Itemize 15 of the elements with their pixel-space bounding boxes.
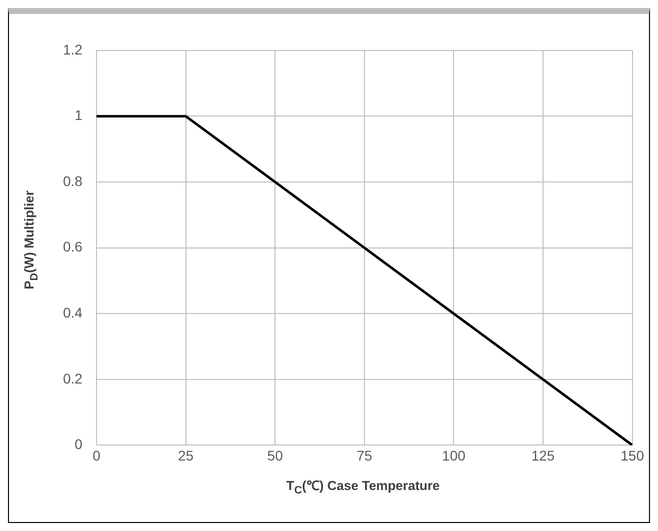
y-tick-label: 0 bbox=[74, 436, 83, 452]
y-tick-label: 0.2 bbox=[62, 370, 83, 386]
y-tick-label: 1.2 bbox=[62, 41, 83, 58]
y-tick-label: 0.8 bbox=[62, 172, 83, 189]
x-tick-label: 0 bbox=[92, 447, 101, 464]
x-tick-label: 100 bbox=[442, 447, 466, 464]
x-tick-label: 150 bbox=[620, 447, 644, 464]
x-tick-label: 50 bbox=[267, 447, 284, 464]
y-tick-label: 0.4 bbox=[62, 304, 83, 320]
y-tick-label: 0.6 bbox=[62, 238, 83, 255]
x-tick-label: 125 bbox=[531, 447, 555, 464]
x-tick-label: 25 bbox=[178, 447, 194, 464]
y-tick-label: 1 bbox=[74, 107, 83, 124]
x-tick-label: 75 bbox=[356, 447, 372, 464]
x-axis-title: T$_{C}$(℃) Case Temperature bbox=[286, 477, 440, 497]
